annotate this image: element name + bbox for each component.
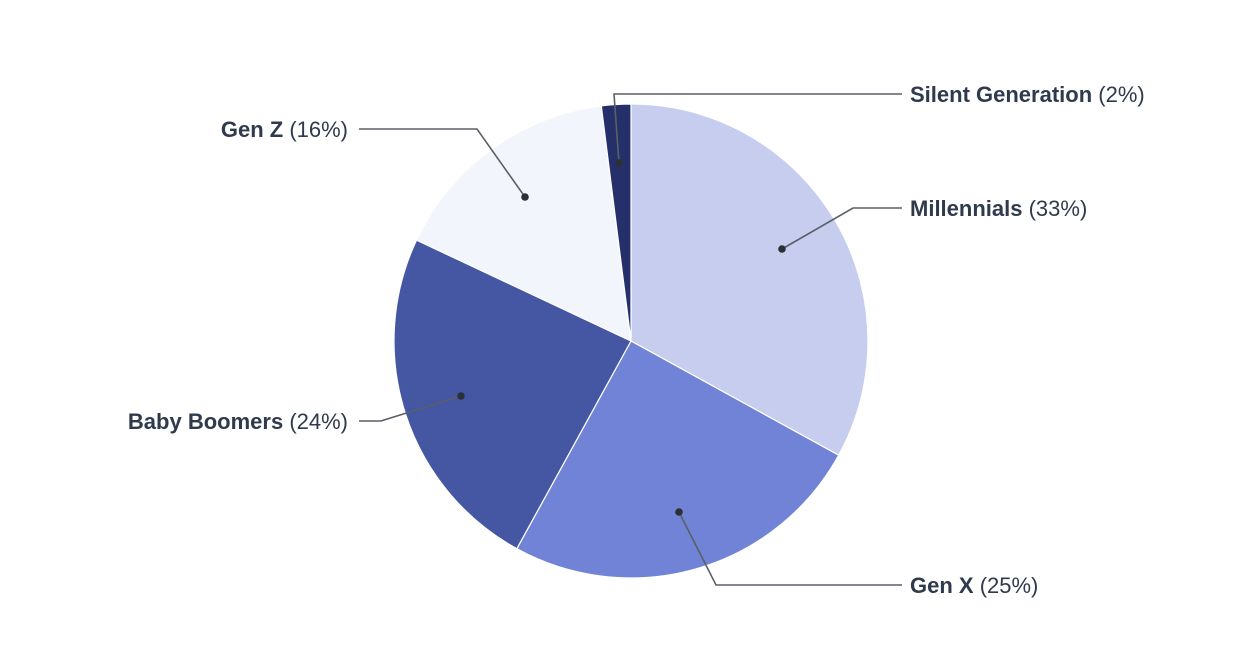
- leader-line-baby-boomers: [359, 395, 462, 422]
- slice-percentage: (2%): [1092, 82, 1145, 107]
- pie-slices: [393, 103, 869, 579]
- pie-slice-silent-generation: [600, 103, 632, 342]
- leader-line-gen-z: [359, 128, 526, 198]
- slice-percentage: (25%): [974, 573, 1039, 598]
- slice-percentage: (24%): [283, 409, 348, 434]
- slice-label-baby-boomers: Baby Boomers (24%): [128, 409, 348, 434]
- slice-label-gen-z: Gen Z (16%): [221, 117, 348, 142]
- leader-line-gen-x: [678, 511, 902, 586]
- pie-slice-gen-x: [516, 340, 840, 579]
- slice-label-silent-generation: Silent Generation (2%): [910, 82, 1145, 107]
- pie-slice-millennials: [630, 103, 869, 456]
- slice-percentage: (33%): [1022, 196, 1087, 221]
- slice-label-gen-x: Gen X (25%): [910, 573, 1038, 598]
- slice-name: Silent Generation: [910, 82, 1092, 107]
- pie-callouts: Millennials (33%) Gen X (25%) Baby Boomers…: [128, 82, 1145, 598]
- leader-line-millennials: [781, 207, 902, 250]
- slice-name: Millennials: [910, 196, 1022, 221]
- callout-dot-millennials: [778, 245, 786, 253]
- slice-percentage: (16%): [283, 117, 348, 142]
- leader-line-silent-generation: [613, 93, 902, 164]
- callout-dot-gen-x: [675, 508, 683, 516]
- callout-dot-baby-boomers: [457, 392, 465, 400]
- callout-dot-silent-generation: [615, 159, 623, 167]
- slice-name: Gen X: [910, 573, 974, 598]
- slice-label-millennials: Millennials (33%): [910, 196, 1087, 221]
- slice-name: Baby Boomers: [128, 409, 283, 434]
- callout-dot-gen-z: [521, 193, 529, 201]
- pie-slice-baby-boomers: [393, 239, 632, 550]
- slice-name: Gen Z: [221, 117, 283, 142]
